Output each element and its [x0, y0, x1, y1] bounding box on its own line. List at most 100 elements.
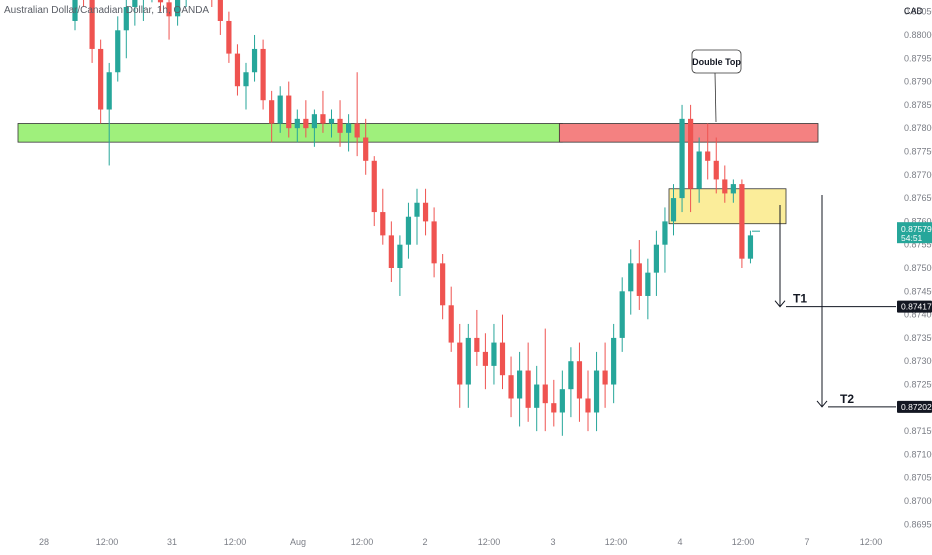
candle: [619, 277, 625, 352]
candle-body: [243, 72, 249, 87]
candle-body: [662, 221, 668, 245]
candle-body: [337, 118, 343, 133]
candle-body: [234, 53, 241, 87]
candle-body: [491, 342, 497, 366]
candle: [576, 342, 583, 422]
candle: [217, 0, 223, 35]
t1-price-label: 0.87417: [901, 302, 932, 312]
candle-body: [679, 118, 685, 199]
candle: [277, 86, 283, 133]
candle-body: [517, 370, 523, 399]
candle-body: [388, 235, 394, 268]
candle: [602, 342, 608, 408]
candle-body: [251, 48, 258, 73]
candle-body: [457, 342, 463, 385]
candle-body: [328, 118, 335, 124]
candle: [568, 347, 574, 418]
t1-arrow-head: [774, 300, 786, 308]
candle: [534, 365, 540, 432]
candle: [380, 188, 386, 245]
candle: [89, 0, 95, 63]
candle: [363, 118, 369, 175]
candle: [747, 230, 754, 264]
candle: [142, 0, 144, 21]
candle: [628, 249, 634, 315]
candle-body: [354, 123, 360, 138]
candle-body: [636, 263, 642, 296]
candle-body: [226, 20, 232, 54]
candle: [696, 137, 702, 203]
candle-body: [346, 123, 352, 133]
currency-label: CAD: [904, 6, 924, 16]
candle: [499, 314, 506, 390]
time-tick-label: 28: [39, 537, 49, 547]
candle: [517, 351, 523, 427]
t2-label: T2: [840, 392, 854, 406]
candle: [679, 104, 685, 213]
candle: [688, 104, 694, 213]
candle: [670, 184, 677, 236]
candle: [328, 109, 335, 138]
candle-body: [688, 118, 694, 189]
candle-body: [286, 95, 292, 129]
candle: [346, 114, 352, 152]
candle: [730, 179, 736, 203]
candle: [371, 156, 377, 227]
entry-zone: [668, 188, 787, 225]
candle-body: [696, 151, 702, 189]
candle: [83, 0, 85, 7]
time-tick-label: Aug: [290, 537, 306, 547]
time-tick-label: 31: [167, 537, 177, 547]
candle: [645, 258, 651, 320]
countdown-label: 54:51: [901, 233, 923, 243]
candle: [405, 202, 412, 259]
candle: [303, 100, 309, 138]
time-tick-label: 12:00: [351, 537, 374, 547]
candle-body: [277, 95, 283, 124]
candle-body: [525, 370, 531, 408]
candle: [151, 0, 153, 3]
candle: [354, 72, 360, 157]
candle-body: [593, 370, 600, 413]
candle: [739, 179, 745, 268]
candle: [106, 62, 112, 166]
candle: [243, 62, 249, 110]
candle: [551, 379, 557, 427]
time-tick-label: 7: [804, 537, 809, 547]
candle: [448, 286, 454, 352]
candle-body: [576, 361, 583, 399]
candle-body: [311, 114, 317, 129]
candle-body: [534, 384, 540, 408]
candle: [397, 235, 403, 296]
candle: [251, 34, 258, 82]
candle-body: [542, 384, 548, 404]
candle: [286, 81, 292, 138]
candle: [269, 90, 275, 143]
candle: [713, 137, 719, 194]
time-axis[interactable]: 28 12:00 31 12:00 Aug 12:00 2 12:00 3 12:00 4 12:00…: [39, 537, 882, 547]
candle-body: [705, 151, 711, 161]
candle: [414, 188, 420, 245]
t2-price-badge: [897, 400, 932, 413]
time-tick-label: 12:00: [860, 537, 883, 547]
candle-body: [739, 184, 745, 259]
candle: [234, 44, 241, 96]
candle-body: [619, 291, 625, 338]
candle-body: [371, 160, 377, 213]
double-top-label: Double Top: [692, 57, 741, 67]
candle: [508, 356, 514, 418]
candle-body: [106, 72, 112, 110]
